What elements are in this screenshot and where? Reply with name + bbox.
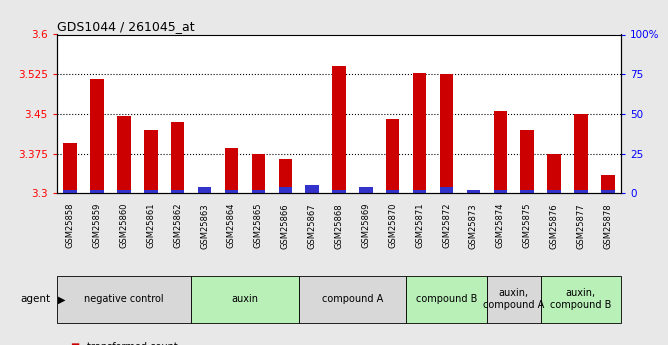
Bar xyxy=(601,190,615,193)
Bar xyxy=(63,143,77,193)
Bar xyxy=(118,117,131,193)
Bar xyxy=(413,190,426,193)
Text: negative control: negative control xyxy=(84,294,164,304)
Bar xyxy=(90,79,104,193)
Bar xyxy=(90,190,104,193)
Bar xyxy=(171,122,184,193)
Bar xyxy=(144,130,158,193)
Bar xyxy=(279,187,292,193)
Bar xyxy=(118,190,131,193)
Bar xyxy=(332,66,346,193)
Bar xyxy=(279,159,292,193)
Bar xyxy=(520,130,534,193)
Bar xyxy=(252,190,265,193)
Bar xyxy=(252,154,265,193)
Bar xyxy=(63,190,77,193)
Bar xyxy=(520,190,534,193)
Bar xyxy=(467,190,480,193)
Bar xyxy=(198,187,211,193)
Text: ▶: ▶ xyxy=(57,294,65,304)
Text: auxin,
compound A: auxin, compound A xyxy=(483,288,544,310)
Bar xyxy=(386,119,399,193)
Bar xyxy=(547,154,560,193)
Bar xyxy=(440,74,454,193)
Bar xyxy=(494,111,507,193)
Bar xyxy=(305,185,319,193)
Bar xyxy=(574,114,588,193)
Bar xyxy=(224,148,238,193)
Bar xyxy=(224,190,238,193)
Bar xyxy=(305,185,319,193)
Bar xyxy=(171,190,184,193)
Text: ■: ■ xyxy=(70,342,79,345)
Bar xyxy=(359,188,373,193)
Text: agent: agent xyxy=(20,294,50,304)
Bar xyxy=(574,190,588,193)
Bar xyxy=(198,190,211,193)
Bar xyxy=(601,175,615,193)
Bar xyxy=(547,190,560,193)
Text: transformed count: transformed count xyxy=(87,342,178,345)
Bar xyxy=(467,190,480,193)
Text: compound A: compound A xyxy=(322,294,383,304)
Bar xyxy=(332,190,346,193)
Bar xyxy=(413,72,426,193)
Text: auxin,
compound B: auxin, compound B xyxy=(550,288,612,310)
Bar xyxy=(440,187,454,193)
Text: compound B: compound B xyxy=(416,294,477,304)
Text: auxin: auxin xyxy=(231,294,259,304)
Bar xyxy=(359,187,373,193)
Text: GDS1044 / 261045_at: GDS1044 / 261045_at xyxy=(57,20,194,33)
Bar xyxy=(494,190,507,193)
Bar xyxy=(386,190,399,193)
Bar xyxy=(144,190,158,193)
